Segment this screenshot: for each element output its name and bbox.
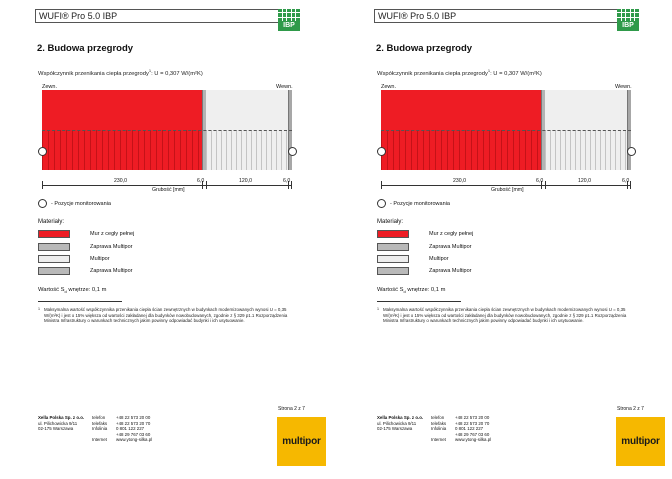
outside-label: Zewn. — [42, 84, 57, 90]
dimension-line: 230,0 6,0 120,0 6,0 Grubość [mm] — [381, 178, 631, 196]
page-right: WUFI® Pro 5.0 IBP IBP 2. Budowa przegrod… — [339, 0, 672, 479]
inside-label: Wewn. — [276, 84, 293, 90]
section-title: 2. Budowa przegrody — [37, 43, 134, 54]
dim-value: 120,0 — [578, 178, 591, 184]
monitor-point-icon — [38, 147, 47, 156]
material-swatch — [38, 229, 70, 238]
material-row: Zaprawa Multipor — [377, 266, 472, 275]
company-address: Xella Polska Sp. z o.o. ul. Pilichowicka… — [38, 415, 85, 432]
dim-value: 230,0 — [114, 178, 127, 184]
sd-value: Wartość Sd wnętrze: 0,1 m — [377, 287, 446, 295]
wall-cross-section — [381, 90, 631, 170]
axis-label: Grubość [mm] — [491, 187, 524, 193]
dim-value: 120,0 — [239, 178, 252, 184]
monitor-legend: - Pozycje monitorowania — [38, 199, 111, 208]
material-row: Mur z cegły pełnej — [377, 229, 473, 238]
outside-label: Zewn. — [381, 84, 396, 90]
monitor-line — [42, 130, 292, 131]
ibp-logo-grid-icon — [278, 9, 300, 21]
dim-value: 230,0 — [453, 178, 466, 184]
monitor-legend: - Pozycje monitorowania — [377, 199, 450, 208]
report-header: WUFI® Pro 5.0 IBP — [374, 9, 639, 23]
material-row: Multipor — [377, 254, 449, 263]
monitor-point-icon — [627, 147, 636, 156]
material-row: Zaprawa Multipor — [38, 242, 133, 251]
footnote-rule — [38, 301, 122, 302]
axis-label: Grubość [mm] — [152, 187, 185, 193]
multipor-logo: multipor — [277, 417, 326, 466]
monitor-circle-icon — [377, 199, 386, 208]
multipor-logo: multipor — [616, 417, 665, 466]
material-swatch — [377, 229, 409, 238]
material-row: Multipor — [38, 254, 110, 263]
footnote-rule — [377, 301, 461, 302]
ibp-logo: IBP — [617, 9, 639, 31]
company-address: Xella Polska Sp. z o.o. ul. Pilichowicka… — [377, 415, 424, 432]
wall-cross-section — [42, 90, 292, 170]
monitor-point-icon — [288, 147, 297, 156]
monitor-point-icon — [377, 147, 386, 156]
contact-list: telefon +48 22 573 20 00 telefaks +48 22 5… — [92, 415, 153, 443]
ibp-logo-text: IBP — [617, 21, 639, 31]
ibp-logo: IBP — [278, 9, 300, 31]
materials-title: Materiały: — [38, 219, 65, 225]
page-number: Strona 2 z 7 — [617, 406, 644, 412]
page-number: Strona 2 z 7 — [278, 406, 305, 412]
footnote: 1 Maksymalna wartość współczynnika przen… — [377, 307, 627, 324]
ibp-logo-text: IBP — [278, 21, 300, 31]
material-row: Zaprawa Multipor — [377, 242, 472, 251]
material-swatch — [377, 242, 409, 251]
monitor-circle-icon — [38, 199, 47, 208]
u-coefficient: Współczynnik przenikania ciepła przegrod… — [38, 68, 203, 77]
material-swatch — [377, 266, 409, 275]
material-row: Zaprawa Multipor — [38, 266, 133, 275]
material-swatch — [377, 254, 409, 263]
dim-value: 6,0 — [536, 178, 544, 184]
dim-value: 6,0 — [283, 178, 291, 184]
inside-label: Wewn. — [615, 84, 632, 90]
page-left: WUFI® Pro 5.0 IBP IBP 2. Budowa przegrod… — [0, 0, 333, 479]
dimension-line: 230,0 6,0 120,0 6,0 Grubość [mm] — [42, 178, 292, 196]
materials-title: Materiały: — [377, 219, 404, 225]
u-coefficient: Współczynnik przenikania ciepła przegrod… — [377, 68, 542, 77]
dim-value: 6,0 — [197, 178, 205, 184]
material-swatch — [38, 242, 70, 251]
material-swatch — [38, 266, 70, 275]
report-header: WUFI® Pro 5.0 IBP — [35, 9, 300, 23]
material-swatch — [38, 254, 70, 263]
sd-value: Wartość Sd wnętrze: 0,1 m — [38, 287, 107, 295]
ibp-logo-grid-icon — [617, 9, 639, 21]
section-title: 2. Budowa przegrody — [376, 43, 473, 54]
monitor-line — [381, 130, 631, 131]
contact-list: telefon +48 22 573 20 00 telefaks +48 22 5… — [431, 415, 492, 443]
material-row: Mur z cegły pełnej — [38, 229, 134, 238]
dim-value: 6,0 — [622, 178, 630, 184]
footnote: 1 Maksymalna wartość współczynnika przen… — [38, 307, 288, 324]
